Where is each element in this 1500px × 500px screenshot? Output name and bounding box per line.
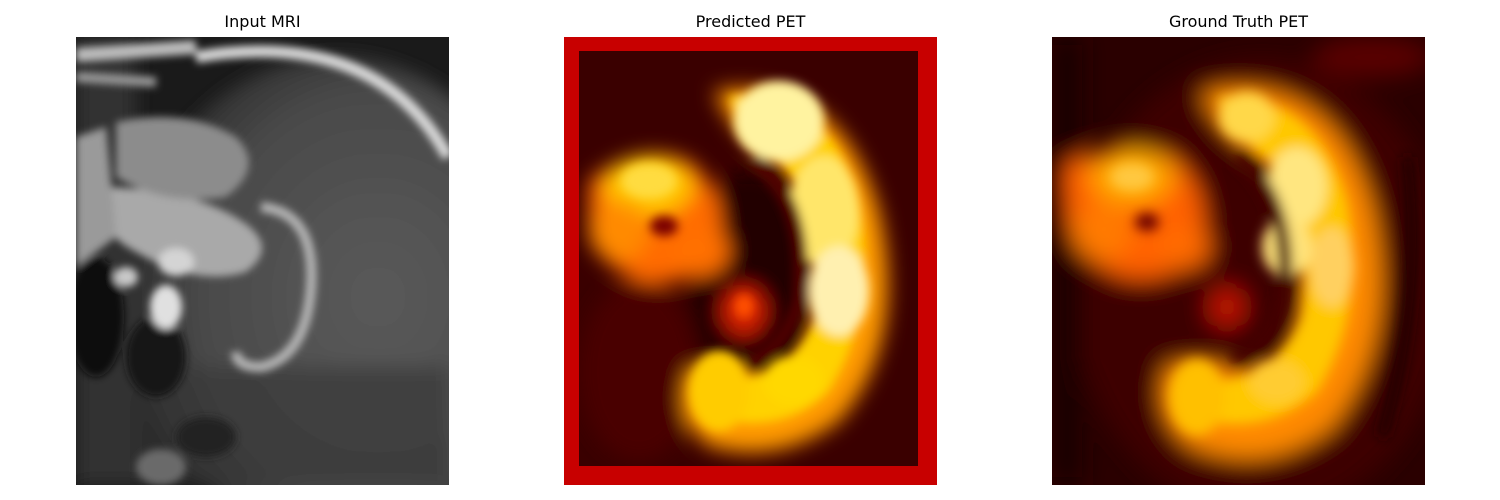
ground-truth-pet-image bbox=[1052, 37, 1425, 485]
panel-title: Input MRI bbox=[224, 12, 301, 31]
mri-image bbox=[76, 37, 449, 485]
panel-ground-truth-pet: Ground Truth PET bbox=[1052, 0, 1425, 500]
panel-title: Predicted PET bbox=[695, 12, 806, 31]
panel-title: Ground Truth PET bbox=[1168, 12, 1309, 31]
predicted-pet-image bbox=[564, 37, 937, 485]
panel-predicted-pet: Predicted PET bbox=[564, 0, 937, 500]
panel-input-mri: Input MRI bbox=[76, 0, 449, 500]
